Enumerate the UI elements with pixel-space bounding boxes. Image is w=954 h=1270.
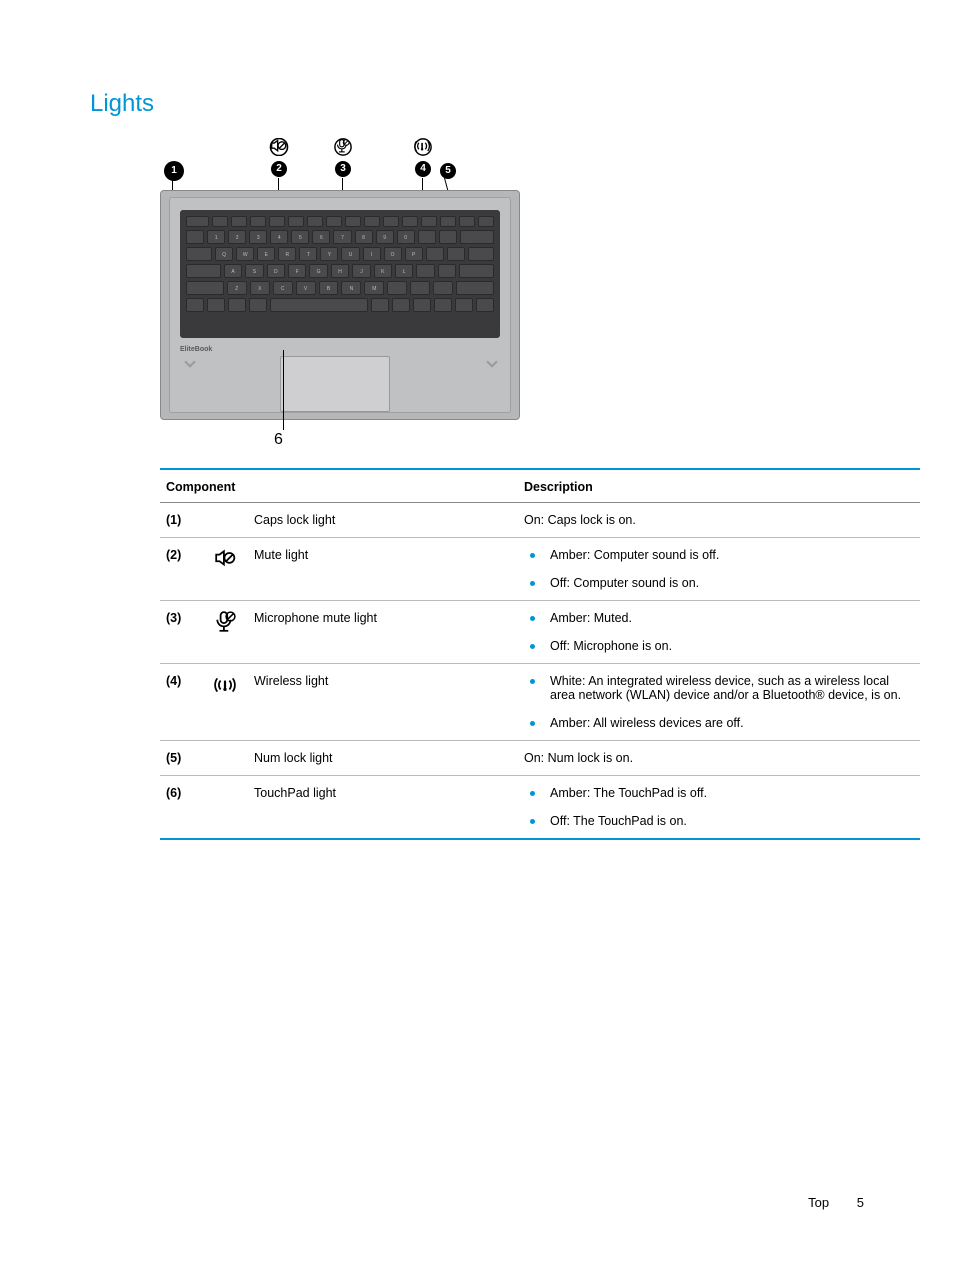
row-icon [206, 538, 248, 601]
row-icon [206, 664, 248, 741]
row-icon [206, 776, 248, 840]
col-header-component: Component [160, 469, 518, 503]
keyboard-tray: 1234567890 QWERTYUIOP ASDFGHJKL ZXCVBNM [180, 210, 500, 338]
keyboard-diagram: 1 2 3 4 5 [160, 138, 520, 458]
table-row: (2)Mute lightAmber: Computer sound is of… [160, 538, 920, 601]
list-item: Amber: The TouchPad is off. [524, 786, 914, 800]
laptop-illustration: 1234567890 QWERTYUIOP ASDFGHJKL ZXCVBNM … [160, 190, 520, 420]
list-item: Amber: All wireless devices are off. [524, 716, 914, 730]
row-number: (2) [160, 538, 206, 601]
row-icon [206, 741, 248, 776]
palm-marker-left [186, 364, 192, 404]
callout-1: 1 [162, 160, 186, 181]
row-component: Mute light [248, 538, 518, 601]
callout-number: 5 [440, 163, 456, 179]
callout-number: 3 [335, 161, 351, 177]
wireless-icon [412, 138, 434, 156]
palm-marker-right [488, 364, 494, 404]
list-item: White: An integrated wireless device, su… [524, 674, 914, 702]
table-row: (3) Microphone mute light Amber: Muted. Off… [160, 601, 920, 664]
table-row: (1) Caps lock lightOn: Caps lock is on. [160, 503, 920, 538]
brand-label: EliteBook [180, 346, 212, 353]
speaker-mute-icon [212, 548, 238, 570]
row-description: Amber: Muted. Off: Microphone is on. [518, 601, 920, 664]
callout-number: 1 [164, 161, 184, 181]
callout-5: 5 [436, 160, 460, 179]
wireless-icon [212, 674, 238, 696]
row-component: Num lock light [248, 741, 518, 776]
mic-mute-icon [212, 611, 238, 633]
row-number: (1) [160, 503, 206, 538]
list-item: Off: Computer sound is on. [524, 576, 914, 590]
callout-3: 3 [331, 138, 355, 177]
row-description: On: Caps lock is on. [518, 503, 920, 538]
table-row: (5) Num lock lightOn: Num lock is on. [160, 741, 920, 776]
speaker-mute-icon [268, 138, 290, 156]
callout-4: 4 [411, 138, 435, 177]
callout-number: 2 [271, 161, 287, 177]
row-number: (3) [160, 601, 206, 664]
row-component: Wireless light [248, 664, 518, 741]
row-description: Amber: Computer sound is off. Off: Comput… [518, 538, 920, 601]
table-row: (4) Wireless lightWhite: An integrated wi… [160, 664, 920, 741]
callout-row: 1 2 3 4 5 [160, 138, 520, 188]
row-component: Caps lock light [248, 503, 518, 538]
row-icon [206, 503, 248, 538]
mic-mute-icon [332, 138, 354, 156]
row-description: On: Num lock is on. [518, 741, 920, 776]
row-component: Microphone mute light [248, 601, 518, 664]
row-number: (6) [160, 776, 206, 840]
footer-page-number: 5 [857, 1195, 864, 1210]
row-description: White: An integrated wireless device, su… [518, 664, 920, 741]
callout-2: 2 [267, 138, 291, 177]
footer-section: Top [808, 1195, 829, 1210]
page-footer: Top 5 [808, 1195, 864, 1210]
row-number: (5) [160, 741, 206, 776]
lights-table: Component Description (1) Caps lock light… [160, 468, 920, 840]
touchpad [280, 356, 390, 412]
row-description: Amber: The TouchPad is off. Off: The Touc… [518, 776, 920, 840]
col-header-description: Description [518, 469, 920, 503]
list-item: Off: Microphone is on. [524, 639, 914, 653]
callout-6: 6 [274, 430, 283, 450]
callout-number: 6 [274, 431, 283, 448]
section-title: Lights [90, 90, 864, 118]
table-row: (6)TouchPad lightAmber: The TouchPad is … [160, 776, 920, 840]
list-item: Amber: Computer sound is off. [524, 548, 914, 562]
list-item: Amber: Muted. [524, 611, 914, 625]
row-icon [206, 601, 248, 664]
callout-number: 4 [415, 161, 431, 177]
row-number: (4) [160, 664, 206, 741]
row-component: TouchPad light [248, 776, 518, 840]
list-item: Off: The TouchPad is on. [524, 814, 914, 828]
